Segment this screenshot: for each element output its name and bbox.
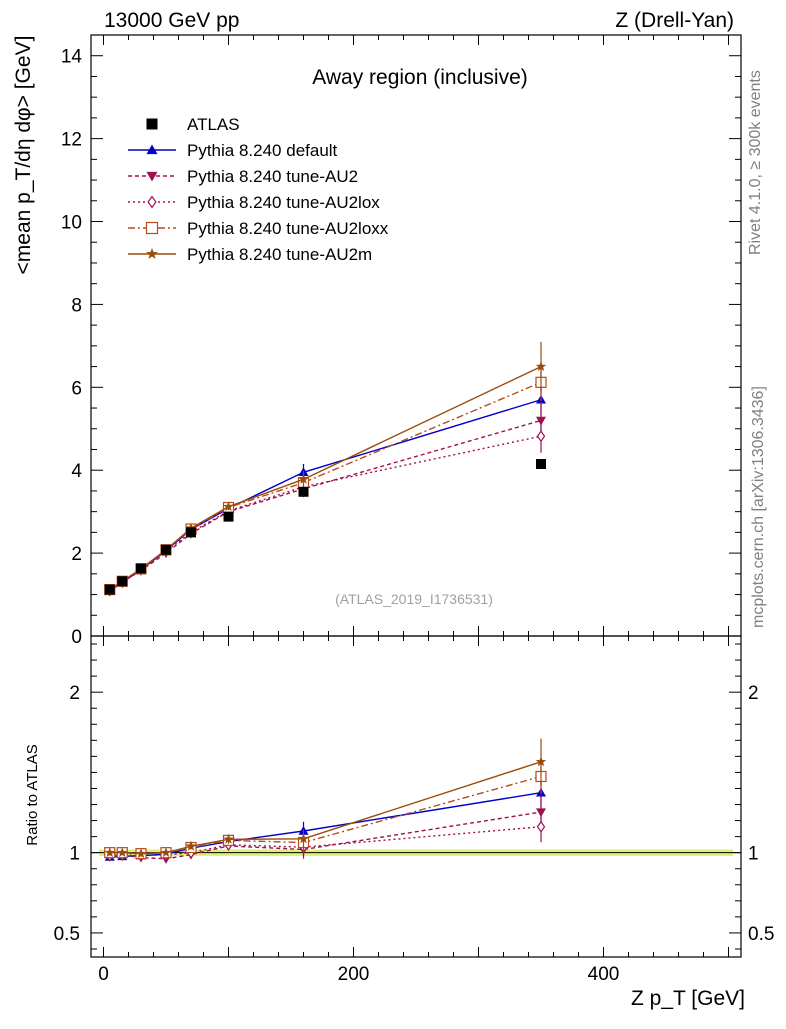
ratio-y-axis-label: Ratio to ATLAS [24, 744, 41, 845]
y-tick-label: 2 [71, 544, 82, 565]
analysis-label: (ATLAS_2019_I1736531) [335, 591, 493, 607]
series-point-4 [223, 501, 234, 512]
legend-label-3: Pythia 8.240 tune-AU2lox [187, 193, 380, 212]
header-left: 13000 GeV pp [104, 9, 239, 32]
legend-label-4: Pythia 8.240 tune-AU2loxx [187, 219, 389, 238]
series-line-1 [109, 419, 542, 591]
data-point [117, 576, 128, 587]
series-line-4 [109, 365, 542, 591]
ratio-point-4 [535, 756, 547, 767]
legend: ATLAS Pythia 8.240 default Pythia 8.240 tu… [128, 115, 389, 264]
x-tick-label: 0 [98, 964, 109, 985]
ratio-tick-label: 0.5 [54, 924, 80, 945]
ratio-tick-label-right: 0.5 [748, 924, 774, 945]
series-line-0 [109, 399, 542, 592]
legend-label-2: Pythia 8.240 tune-AU2 [187, 167, 358, 186]
data-point [536, 458, 546, 469]
legend-label-5: Pythia 8.240 tune-AU2m [187, 245, 372, 264]
y-tick-label: 6 [71, 378, 82, 399]
ratio-tick-label-right: 1 [748, 844, 759, 865]
ratio-series-line-0 [109, 792, 542, 858]
y-tick-label: 10 [61, 213, 82, 234]
y-tick-label: 8 [71, 295, 82, 316]
header-right: Z (Drell-Yan) [615, 9, 734, 32]
ratio-panel: Ratio to ATLAS 0.5 0.5 1 1 2 2 [24, 635, 774, 958]
y-tick-label: 12 [61, 130, 82, 151]
series-point-2 [536, 430, 546, 443]
ratio-point-4 [135, 848, 147, 859]
x-tick-label: 200 [338, 964, 370, 985]
ratio-point-4 [104, 847, 115, 858]
legend-marker-0 [146, 118, 158, 130]
legend-label-0: ATLAS [187, 115, 240, 134]
ratio-point-2 [536, 820, 546, 833]
legend-marker-4 [145, 221, 159, 235]
legend-marker-1 [146, 144, 158, 155]
ratio-point-4 [298, 833, 309, 844]
y-tick-label: 4 [71, 461, 82, 482]
ratio-series-line-4 [109, 761, 542, 855]
data-point [186, 527, 196, 538]
ratio-frame [90, 635, 742, 958]
data-point [104, 584, 115, 595]
rivet-label: Rivet 4.1.0, ≥ 300k events [747, 70, 764, 255]
series-point-4 [535, 361, 547, 372]
ratio-point-4 [160, 847, 172, 858]
series-line-3 [109, 381, 542, 591]
series-point-4 [298, 473, 309, 484]
plot-title: Away region (inclusive) [312, 66, 528, 89]
ratio-tick-label-right: 2 [748, 683, 759, 704]
main-panel: Away region (inclusive) (ATLAS_2019_I173… [12, 34, 742, 648]
y-tick-label: 14 [61, 47, 83, 68]
ratio-tick-label: 2 [69, 683, 80, 704]
data-point [136, 563, 146, 574]
legend-marker-3 [147, 195, 157, 209]
x-axis-label: Z p_T [GeV] [631, 987, 745, 1010]
ratio-point-4 [223, 833, 234, 844]
series-line-2 [109, 435, 542, 591]
legend-label-1: Pythia 8.240 default [187, 141, 338, 160]
x-tick-label: 400 [588, 964, 620, 985]
data-point [223, 511, 234, 522]
legend-marker-5 [146, 247, 158, 259]
data-point [298, 486, 309, 497]
data-point [161, 544, 171, 555]
mcplots-label: mcplots.cern.ch [arXiv:1306.3436] [750, 386, 767, 628]
y-tick-label: 0 [71, 627, 82, 648]
legend-marker-2 [146, 171, 158, 182]
ratio-point-4 [185, 840, 197, 851]
ratio-tick-label: 1 [69, 844, 80, 865]
ratio-series-line-3 [109, 775, 542, 855]
y-axis-label: <mean p_T/dη dφ> [GeV] [12, 36, 35, 275]
ratio-point-4 [117, 847, 128, 858]
